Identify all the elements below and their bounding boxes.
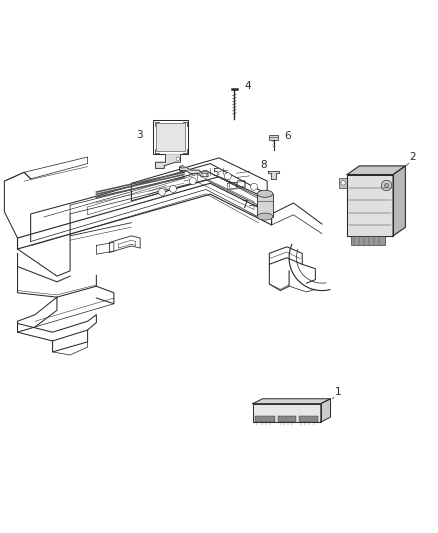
Bar — [339, 178, 347, 188]
Polygon shape — [253, 399, 330, 403]
Bar — [229, 182, 236, 188]
Polygon shape — [268, 171, 279, 179]
Bar — [257, 194, 273, 216]
Text: 2: 2 — [410, 152, 417, 163]
Bar — [255, 416, 275, 422]
Text: 4: 4 — [244, 80, 251, 91]
Circle shape — [381, 180, 392, 191]
Circle shape — [384, 183, 389, 188]
Polygon shape — [347, 174, 393, 236]
Polygon shape — [393, 166, 405, 236]
Bar — [153, 120, 188, 155]
Text: 3: 3 — [136, 130, 142, 140]
Circle shape — [189, 177, 196, 184]
Circle shape — [159, 189, 166, 196]
Text: 1: 1 — [335, 386, 342, 397]
Polygon shape — [155, 155, 180, 168]
Polygon shape — [180, 167, 208, 177]
Circle shape — [176, 157, 180, 160]
Bar — [269, 135, 278, 140]
Polygon shape — [253, 403, 321, 422]
Bar — [299, 416, 318, 422]
Circle shape — [251, 183, 258, 190]
Circle shape — [170, 185, 177, 192]
Text: 6: 6 — [285, 131, 291, 141]
Bar — [237, 180, 244, 187]
Text: 8: 8 — [260, 160, 267, 169]
Polygon shape — [347, 166, 405, 174]
Bar — [156, 123, 185, 151]
Polygon shape — [321, 399, 330, 422]
Bar — [279, 416, 296, 422]
Circle shape — [224, 173, 231, 180]
Text: 5: 5 — [212, 168, 219, 178]
Ellipse shape — [257, 213, 273, 220]
Circle shape — [203, 173, 206, 177]
Ellipse shape — [257, 190, 273, 197]
Circle shape — [341, 181, 345, 185]
Text: 7: 7 — [241, 200, 247, 210]
Bar — [350, 236, 385, 246]
